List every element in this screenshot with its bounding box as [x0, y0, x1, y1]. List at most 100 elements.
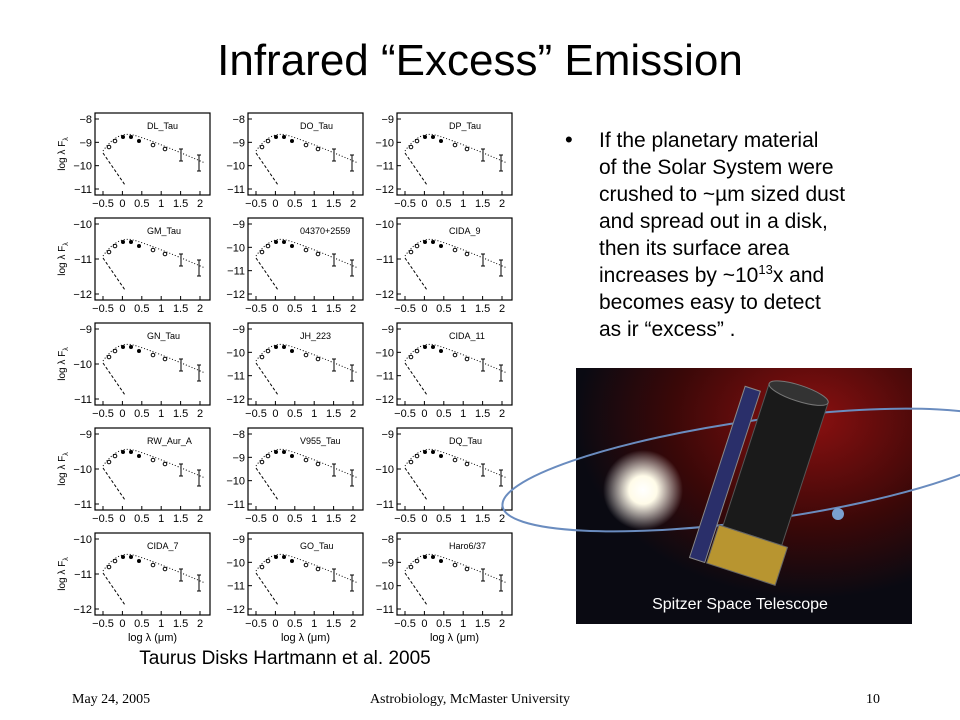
sed-sketch	[255, 448, 359, 501]
x-tick-label: 2	[350, 513, 356, 525]
footer-date: May 24, 2005	[72, 692, 150, 707]
panel-frame	[247, 532, 364, 616]
sed-sketch	[255, 133, 359, 186]
x-tick-label: 0	[421, 618, 427, 630]
x-tick-label: 1	[460, 408, 466, 420]
x-tick-label: 1.5	[326, 408, 341, 420]
x-tick-label: 2	[197, 198, 203, 210]
x-tick-label: 0	[272, 513, 278, 525]
panel-name: GO_Tau	[300, 541, 334, 551]
sed-panel: CIDA_11 −9 −10 −11 −12−0.5 0 0.5 1 1.5 2	[375, 322, 513, 420]
x-tick-label: −0.5	[92, 408, 114, 420]
y-tick-label: −11	[227, 184, 245, 196]
sed-sketch	[102, 238, 206, 291]
y-tick-label: −10	[375, 137, 394, 149]
sed-sketch	[102, 343, 206, 396]
sed-sketch	[102, 553, 206, 606]
x-tick-label: 0.5	[436, 618, 451, 630]
panel-name: Haro6/37	[449, 541, 486, 551]
sed-panel: JH_223 −9 −10 −11 −12−0.5 0 0.5 1 1.5 2	[226, 322, 364, 420]
y-tick-label: −11	[74, 499, 92, 511]
x-tick-label: 0	[119, 303, 125, 315]
x-tick-label: −0.5	[394, 513, 416, 525]
x-tick-label: 0.5	[287, 513, 302, 525]
y-tick-label: −11	[227, 266, 245, 278]
footer-center: Astrobiology, McMaster University	[370, 692, 570, 707]
x-tick-label: 2	[197, 513, 203, 525]
y-tick-label: −9	[232, 452, 245, 464]
sed-panel: RW_Aur_A −9 −10 −11−0.5 0 0.5 1 1.5 2 log λ Fλ	[57, 427, 211, 525]
sed-panel: DQ_Tau −9 −10 −11−0.5 0 0.5 1 1.5 2	[375, 427, 513, 525]
y-tick-label: −9	[232, 137, 245, 149]
sed-sketch	[404, 133, 508, 186]
sed-panel: 04370+2559 −9 −10 −11 −12−0.5 0 0.5 1 1.5 2	[226, 217, 364, 315]
y-tick-label: −10	[73, 464, 92, 476]
bullet-line-text: increases by ~10	[599, 264, 758, 287]
y-tick-label: −9	[381, 114, 394, 126]
sed-sketch	[404, 448, 508, 501]
x-tick-label: 1	[460, 303, 466, 315]
panel-name: JH_223	[300, 331, 331, 341]
y-tick-label: −10	[375, 464, 394, 476]
x-tick-label: 1	[311, 513, 317, 525]
x-tick-label: 2	[197, 618, 203, 630]
y-tick-label: −12	[73, 604, 92, 616]
y-tick-label: −10	[226, 161, 245, 173]
x-tick-label: 1.5	[173, 618, 188, 630]
x-tick-label: 2	[350, 303, 356, 315]
x-tick-label: 2	[499, 198, 505, 210]
y-tick-label: −9	[232, 219, 245, 231]
image-caption: Spitzer Space Telescope	[652, 596, 828, 613]
sed-sketch	[102, 133, 206, 186]
y-tick-label: −10	[73, 219, 92, 231]
y-tick-label: −9	[232, 324, 245, 336]
x-tick-label: 1.5	[326, 198, 341, 210]
bullet-line: as ir “excess” .	[599, 318, 736, 341]
x-tick-label: 0.5	[134, 198, 149, 210]
bullet-line: increases by ~1013x and	[599, 262, 824, 287]
sed-sketch	[404, 343, 508, 396]
x-tick-label: 1.5	[326, 303, 341, 315]
x-tick-label: −0.5	[245, 198, 267, 210]
y-tick-label: −9	[79, 429, 92, 441]
y-tick-label: −9	[381, 557, 394, 569]
x-tick-label: 0	[119, 618, 125, 630]
x-tick-label: 2	[350, 198, 356, 210]
footer-page: 10	[866, 692, 880, 707]
bullet-line: of the Solar System were	[599, 156, 834, 179]
x-tick-label: 0.5	[287, 303, 302, 315]
x-tick-label: −0.5	[245, 303, 267, 315]
x-tick-label: 0.5	[134, 408, 149, 420]
x-tick-label: 1	[311, 198, 317, 210]
bullet-line: and spread out in a disk,	[599, 210, 828, 233]
x-tick-label: 2	[197, 303, 203, 315]
panel-name: DP_Tau	[449, 121, 481, 131]
y-tick-label: −10	[375, 219, 394, 231]
y-axis-label-sub: λ	[63, 137, 70, 141]
x-tick-label: 2	[350, 408, 356, 420]
panel-frame	[247, 112, 364, 196]
sed-sketch	[255, 553, 359, 606]
sed-panel: CIDA_7 −10 −11 −12−0.5 0 0.5 1 1.5 2 log λ Fλ log …	[57, 532, 211, 644]
panel-name: CIDA_7	[147, 541, 179, 551]
x-tick-label: −0.5	[92, 303, 114, 315]
x-tick-label: 2	[499, 513, 505, 525]
x-tick-label: 1	[158, 303, 164, 315]
y-tick-label: −11	[74, 184, 92, 196]
sed-sketch	[255, 343, 359, 396]
x-tick-label: 1.5	[326, 618, 341, 630]
x-tick-label: 1.5	[173, 513, 188, 525]
x-tick-label: 2	[499, 408, 505, 420]
panel-name: RW_Aur_A	[147, 436, 192, 446]
bullet-line: becomes easy to detect	[599, 291, 821, 314]
x-tick-label: 2	[197, 408, 203, 420]
x-tick-label: 0.5	[287, 408, 302, 420]
x-tick-label: 1	[311, 408, 317, 420]
x-tick-label: 0.5	[287, 198, 302, 210]
sed-panel: GO_Tau −9 −10 −11 −12−0.5 0 0.5 1 1.5 2 log λ (μm)	[226, 532, 364, 644]
panel-name: GM_Tau	[147, 226, 181, 236]
x-axis-label: log λ (μm)	[281, 632, 330, 644]
y-tick-label: −12	[375, 394, 394, 406]
x-tick-label: 1.5	[173, 408, 188, 420]
